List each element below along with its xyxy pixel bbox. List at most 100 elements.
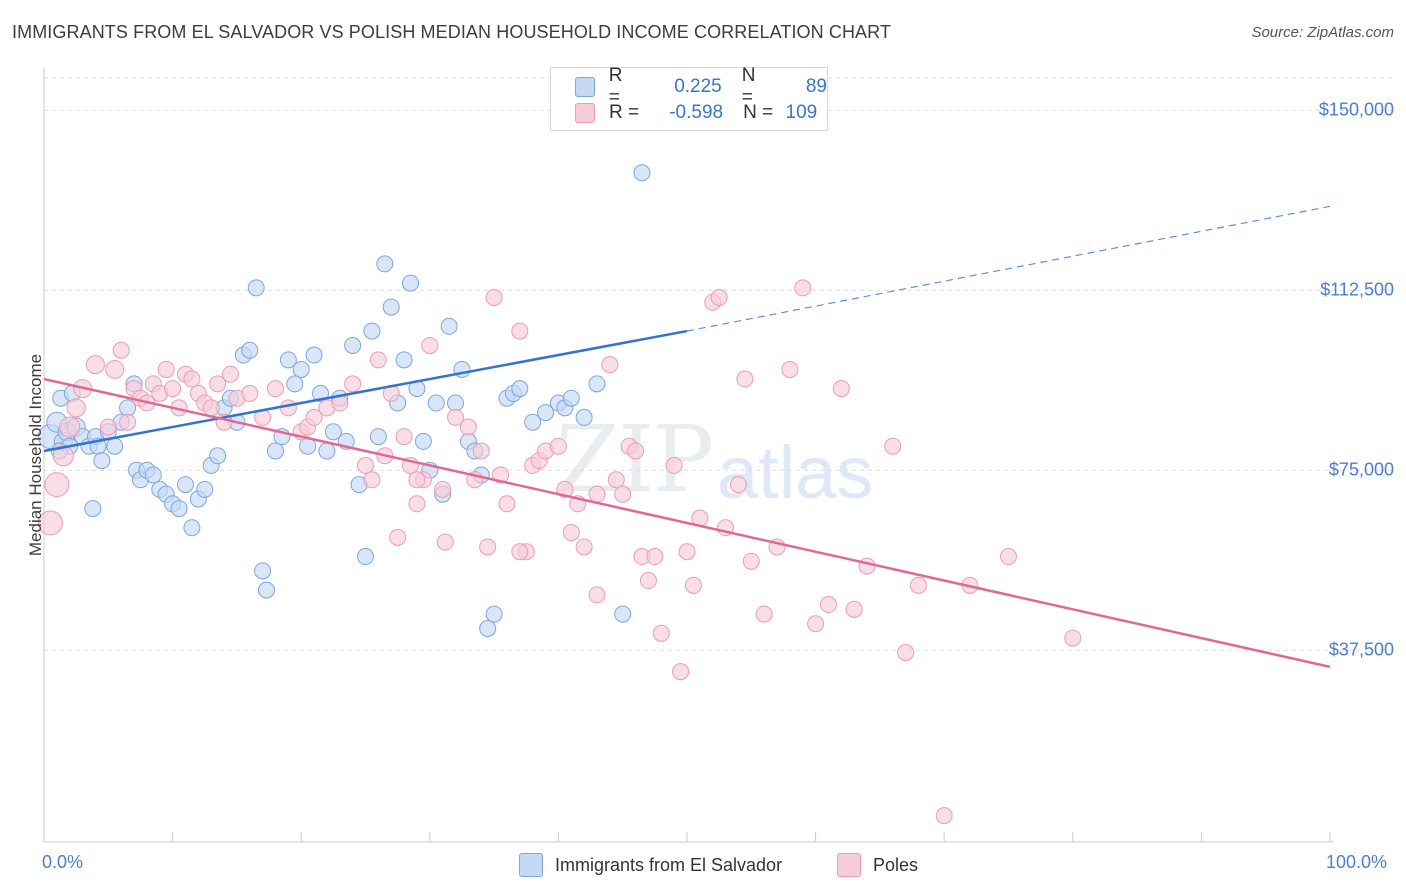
point-poles bbox=[66, 398, 86, 418]
point-el-salvador bbox=[537, 404, 555, 422]
point-el-salvador bbox=[479, 620, 497, 638]
point-poles bbox=[492, 466, 510, 484]
point-poles bbox=[389, 528, 407, 546]
point-poles bbox=[485, 288, 503, 306]
point-poles bbox=[652, 624, 670, 642]
bottom-legend-label: Immigrants from El Salvador bbox=[555, 854, 783, 875]
point-poles bbox=[241, 384, 259, 402]
point-poles bbox=[408, 495, 426, 513]
point-el-salvador bbox=[414, 432, 432, 450]
point-el-salvador bbox=[324, 423, 342, 441]
point-el-salvador bbox=[170, 500, 188, 518]
point-el-salvador bbox=[357, 548, 374, 566]
point-el-salvador bbox=[196, 480, 214, 498]
point-poles bbox=[279, 399, 297, 417]
point-el-salvador bbox=[209, 447, 227, 465]
point-poles bbox=[209, 375, 227, 393]
point-el-salvador bbox=[363, 322, 381, 340]
point-poles bbox=[112, 341, 130, 359]
legend-n-label: N = bbox=[743, 102, 774, 123]
point-poles bbox=[684, 576, 702, 594]
axes bbox=[43, 68, 1334, 843]
point-el-salvador bbox=[588, 375, 606, 393]
point-poles bbox=[588, 586, 606, 604]
point-poles bbox=[59, 416, 81, 438]
point-poles bbox=[52, 445, 74, 467]
point-poles bbox=[909, 576, 927, 594]
x-tick-label-max: 100.0% bbox=[1326, 852, 1388, 872]
point-el-salvador bbox=[106, 437, 124, 455]
point-poles bbox=[459, 418, 477, 436]
point-el-salvador bbox=[614, 605, 632, 623]
point-el-salvador bbox=[176, 476, 194, 494]
point-poles bbox=[588, 485, 606, 503]
point-poles bbox=[434, 480, 452, 498]
point-el-salvador bbox=[257, 581, 275, 599]
point-poles bbox=[202, 399, 220, 417]
legend-n-label: N = bbox=[741, 65, 756, 108]
chart-title: IMMIGRANTS FROM EL SALVADOR VS POLISH ME… bbox=[12, 22, 892, 42]
point-el-salvador bbox=[562, 389, 580, 407]
legend-r-value: 0.225 bbox=[674, 76, 722, 97]
point-poles bbox=[305, 408, 323, 426]
point-el-salvador bbox=[254, 562, 272, 580]
point-poles bbox=[794, 279, 812, 297]
point-poles bbox=[646, 548, 664, 566]
point-poles bbox=[556, 480, 574, 498]
bottom-legend-poles: Poles bbox=[837, 853, 918, 877]
point-poles bbox=[357, 456, 374, 474]
point-poles bbox=[736, 370, 754, 388]
point-poles bbox=[575, 538, 593, 556]
point-poles bbox=[639, 572, 657, 590]
y-tick-label: $112,500 bbox=[1320, 279, 1394, 300]
point-poles bbox=[755, 605, 773, 623]
point-poles bbox=[819, 596, 837, 614]
point-el-salvador bbox=[427, 394, 445, 412]
point-poles bbox=[607, 471, 625, 489]
series-poles bbox=[37, 279, 1082, 825]
point-el-salvador bbox=[279, 351, 297, 369]
point-el-salvador bbox=[524, 413, 542, 431]
point-el-salvador bbox=[447, 394, 465, 412]
point-el-salvador bbox=[395, 351, 413, 369]
point-el-salvador bbox=[266, 442, 284, 460]
point-poles bbox=[44, 472, 70, 498]
point-el-salvador bbox=[286, 375, 304, 393]
point-poles bbox=[678, 543, 696, 561]
point-poles bbox=[614, 485, 632, 503]
y-axis-label: Median Household Income bbox=[26, 353, 45, 557]
grid-lines bbox=[44, 77, 1394, 651]
point-poles bbox=[421, 336, 439, 354]
trend-line-el-salvador-extension bbox=[686, 205, 1331, 332]
legend-r-label: R = bbox=[608, 65, 623, 108]
y-tick-label: $150,000 bbox=[1318, 99, 1394, 120]
point-poles bbox=[436, 533, 454, 551]
legend-swatch-blue bbox=[575, 77, 595, 97]
point-poles bbox=[511, 322, 529, 340]
point-poles bbox=[1000, 548, 1017, 566]
point-poles bbox=[710, 288, 728, 306]
legend-swatch-pink bbox=[575, 103, 595, 123]
point-poles bbox=[549, 437, 567, 455]
point-poles bbox=[37, 510, 63, 536]
bottom-legend-swatch-pink bbox=[837, 853, 861, 877]
point-poles bbox=[157, 360, 175, 378]
point-poles bbox=[472, 442, 490, 460]
point-poles bbox=[742, 552, 760, 570]
legend-n-value: 109 bbox=[785, 102, 818, 123]
point-poles bbox=[266, 380, 284, 398]
point-el-salvador bbox=[241, 341, 259, 359]
point-el-salvador bbox=[305, 346, 323, 364]
point-poles bbox=[807, 615, 825, 633]
point-poles bbox=[498, 495, 516, 513]
point-poles bbox=[183, 370, 201, 388]
point-el-salvador bbox=[369, 428, 387, 446]
point-poles bbox=[845, 600, 863, 618]
point-poles bbox=[369, 351, 387, 369]
point-poles bbox=[479, 538, 497, 556]
bottom-legend-el-salvador: Immigrants from El Salvador bbox=[519, 853, 782, 877]
point-poles bbox=[858, 557, 876, 575]
trend-line-el-salvador bbox=[43, 329, 688, 453]
point-el-salvador bbox=[633, 164, 651, 182]
